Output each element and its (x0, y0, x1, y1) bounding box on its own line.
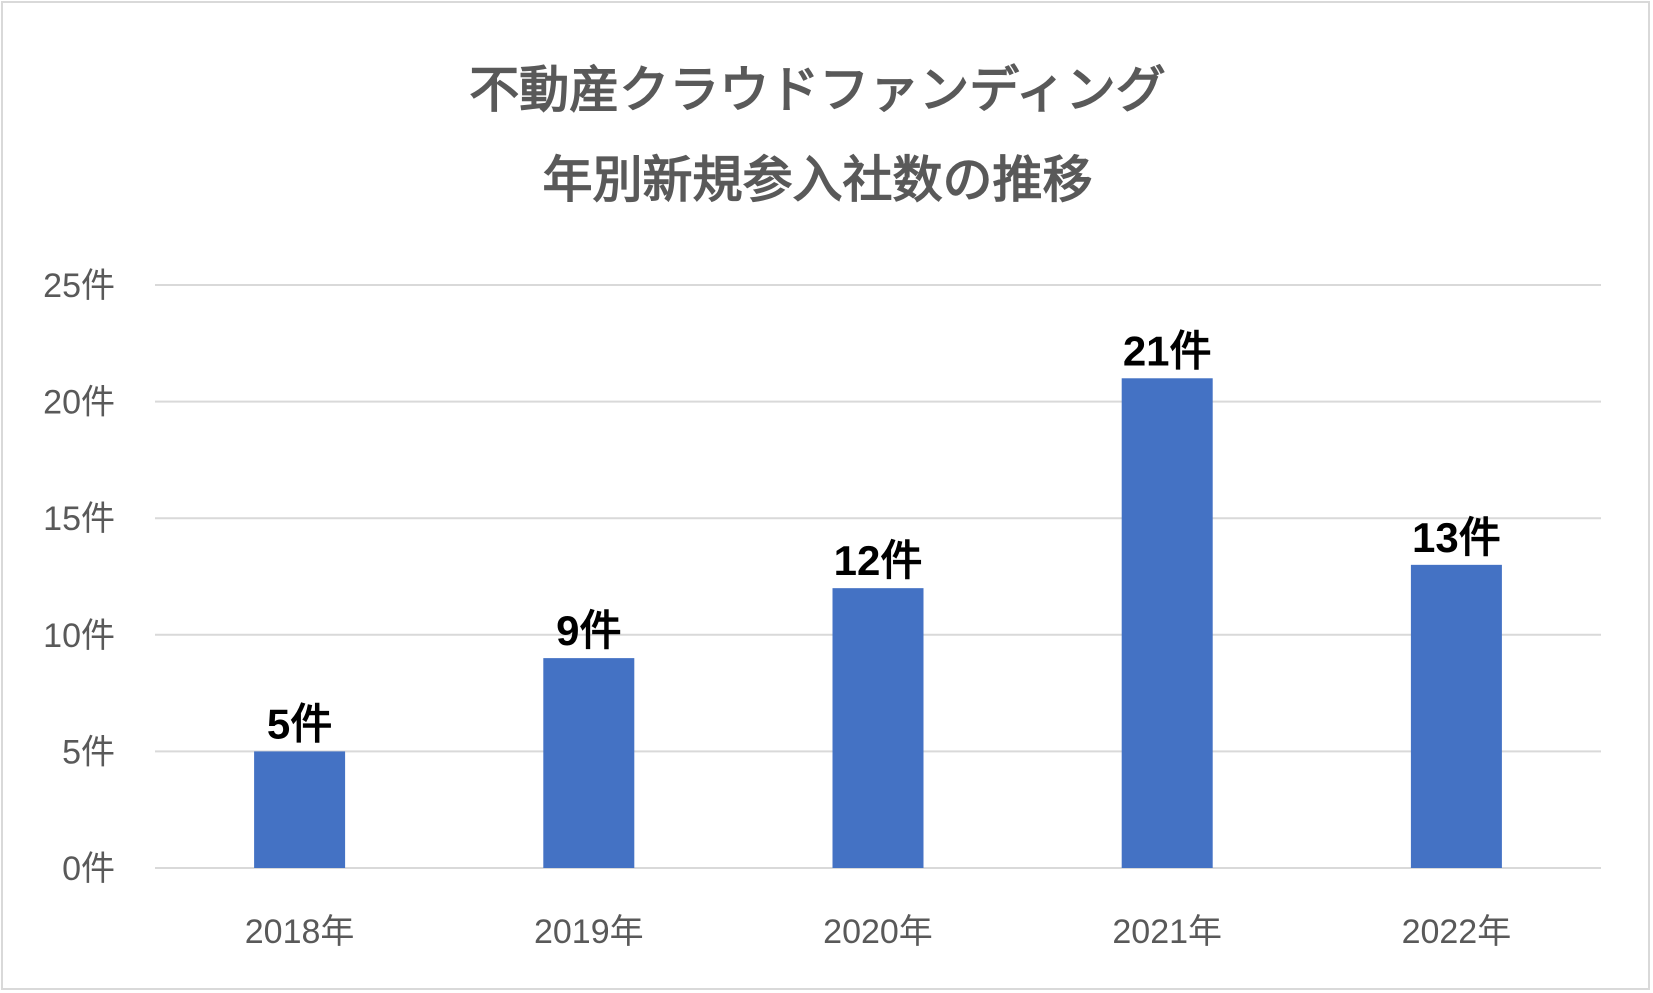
x-tick-label: 2018年 (245, 913, 355, 951)
data-label: 12件 (834, 537, 923, 584)
bars (254, 378, 1502, 868)
y-tick-label: 5件 (62, 733, 115, 771)
bar (832, 588, 924, 868)
y-tick-label: 25件 (43, 267, 115, 305)
data-label: 13件 (1412, 514, 1501, 561)
x-tick-label: 2021年 (1112, 913, 1222, 951)
y-tick-label: 20件 (43, 384, 115, 422)
data-label: 9件 (556, 607, 621, 654)
chart-title-line2: 年別新規参入社数の推移 (542, 151, 1093, 209)
bar-chart-plot: 0件 5件 10件 15件 20件 25件 5件 9件 12件 21件 13件 2018年 2019… (43, 267, 1601, 951)
y-tick-label: 10件 (43, 617, 115, 655)
x-tick-label: 2022年 (1402, 913, 1512, 951)
data-labels: 5件 9件 12件 21件 13件 (267, 327, 1501, 747)
x-tick-label: 2020年 (823, 913, 933, 951)
x-axis-ticks: 2018年 2019年 2020年 2021年 2022年 (245, 913, 1511, 951)
data-label: 5件 (267, 700, 332, 747)
x-tick-label: 2019年 (534, 913, 644, 951)
bar (1121, 378, 1213, 868)
y-axis-ticks: 0件 5件 10件 15件 20件 25件 (43, 267, 115, 888)
y-tick-label: 15件 (43, 500, 115, 538)
bar (543, 658, 635, 868)
bar (254, 751, 346, 868)
y-tick-label: 0件 (62, 850, 115, 888)
data-label: 21件 (1123, 327, 1212, 374)
chart-title: 不動産クラウドファンディング 年別新規参入社数の推移 (3, 45, 1632, 225)
bar (1410, 564, 1502, 868)
chart-title-line1: 不動産クラウドファンディング (469, 61, 1166, 119)
